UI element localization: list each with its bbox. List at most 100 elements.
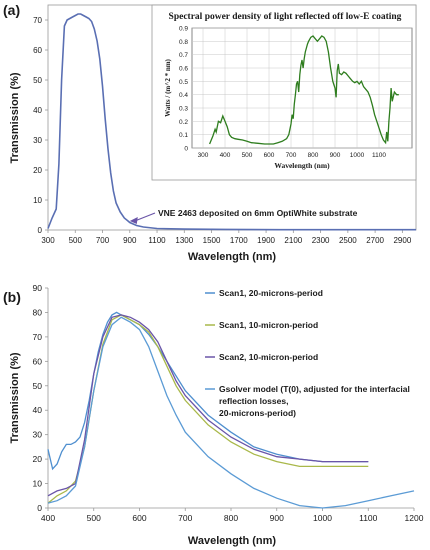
y-tick-label: 0.1 [179, 132, 188, 139]
x-tick-label: 1300 [175, 236, 193, 245]
legend-label: Scan1, 20-microns-period [219, 288, 323, 298]
panel-a-y-axis-label: Transmission (%) [9, 72, 21, 163]
x-tick-label: 1500 [203, 236, 221, 245]
y-tick-label: 0 [184, 146, 188, 153]
panel-b-label: (b) [3, 289, 21, 305]
y-tick-label: 0.7 [179, 52, 188, 59]
inset-spectral-power-line [208, 35, 399, 145]
x-tick-label: 400 [220, 152, 231, 159]
panel-a-transmission-line [47, 13, 416, 231]
panel-a-label: (a) [3, 2, 20, 18]
y-tick-label: 70 [33, 16, 42, 25]
legend-label-line-1: Gsolver model (T(0), adjusted for the in… [219, 384, 410, 394]
panel-b-x-ticks: 400 500 600 700 800 900 1000 1100 1200 [41, 508, 424, 523]
legend-label-line-3: 20-microns-period) [219, 408, 296, 418]
x-tick-label: 500 [69, 236, 83, 245]
x-tick-label: 500 [242, 152, 253, 159]
x-tick-label: 2500 [339, 236, 357, 245]
panel-b-legend: Scan1, 20-microns-period Scan1, 10-micro… [205, 288, 412, 418]
panel-a-x-ticks: 300 500 700 900 1100 1300 1500 1700 1900 2100 2300… [41, 230, 412, 245]
legend-label: Scan2, 10-micron-period [219, 352, 318, 362]
panel-a-annotation-arrowhead [129, 217, 138, 224]
inset-y-ticks: 0 0.1 0.2 0.3 0.4 0.5 0.6 0.7 0.8 0.9 [179, 26, 188, 153]
y-tick-label: 40 [33, 405, 43, 415]
y-tick-label: 90 [33, 283, 43, 293]
x-tick-label: 1200 [405, 513, 424, 523]
panel-b-x-axis-label: Wavelength (nm) [188, 535, 277, 547]
y-tick-label: 0.2 [179, 119, 188, 126]
x-tick-label: 1100 [359, 513, 378, 523]
panel-a-annotation: VNE 2463 deposited on 6mm OptiWhite subs… [158, 208, 358, 218]
y-tick-label: 60 [33, 46, 42, 55]
x-tick-label: 400 [41, 513, 55, 523]
y-tick-label: 0.9 [179, 26, 188, 33]
y-tick-label: 10 [33, 196, 42, 205]
y-tick-label: 20 [33, 166, 42, 175]
x-tick-label: 1000 [350, 152, 365, 159]
x-tick-label: 2100 [284, 236, 302, 245]
x-tick-label: 1900 [257, 236, 275, 245]
legend-label-line-2: reflection losses, [219, 396, 288, 406]
x-tick-label: 800 [308, 152, 319, 159]
panel-a-annotation-arrow [134, 212, 156, 222]
x-tick-label: 900 [123, 236, 137, 245]
y-tick-label: 40 [33, 106, 42, 115]
x-tick-label: 1000 [313, 513, 332, 523]
x-tick-label: 900 [330, 152, 341, 159]
y-tick-label: 30 [33, 430, 43, 440]
legend-label: Gsolver model (T(0), adjusted for the in… [219, 384, 412, 418]
legend-item-scan2-10: Scan2, 10-micron-period [205, 352, 318, 362]
y-tick-label: 0.5 [179, 79, 188, 86]
inset-y-axis-label: Watts / (m^2 * nm) [164, 58, 172, 116]
y-tick-label: 50 [33, 381, 43, 391]
x-tick-label: 900 [270, 513, 284, 523]
x-tick-label: 700 [96, 236, 110, 245]
x-tick-label: 300 [198, 152, 209, 159]
y-tick-label: 70 [33, 332, 43, 342]
y-tick-label: 50 [33, 76, 42, 85]
y-tick-label: 20 [33, 454, 43, 464]
x-tick-label: 600 [132, 513, 146, 523]
y-tick-label: 0.3 [179, 106, 188, 113]
legend-item-gsolver: Gsolver model (T(0), adjusted for the in… [205, 384, 412, 418]
panel-b-y-ticks: 0 10 20 30 40 50 60 70 80 90 [33, 283, 48, 513]
legend-label: Scan1, 10-micron-period [219, 320, 318, 330]
x-tick-label: 700 [178, 513, 192, 523]
y-tick-label: 0.4 [179, 92, 188, 99]
y-tick-label: 10 [33, 479, 43, 489]
legend-item-scan1-10: Scan1, 10-micron-period [205, 320, 318, 330]
x-tick-label: 700 [286, 152, 297, 159]
inset-title: Spectral power density of light reflecte… [169, 12, 402, 22]
legend-item-scan1-20: Scan1, 20-microns-period [205, 288, 323, 298]
y-tick-label: 0.8 [179, 39, 188, 46]
scan1-10-line [47, 314, 369, 504]
y-tick-label: 30 [33, 136, 42, 145]
y-tick-label: 0.6 [179, 66, 188, 73]
x-tick-label: 800 [224, 513, 238, 523]
x-tick-label: 1700 [230, 236, 248, 245]
scan2-10-line [47, 314, 369, 497]
panel-a-inset: Spectral power density of light reflecte… [151, 4, 417, 181]
y-tick-label: 60 [33, 356, 43, 366]
y-tick-label: 80 [33, 307, 43, 317]
x-tick-label: 2700 [366, 236, 384, 245]
x-tick-label: 500 [87, 513, 101, 523]
y-tick-label: 0 [37, 503, 42, 513]
panel-a-x-axis-label: Wavelength (nm) [188, 251, 277, 263]
inset-grid [192, 27, 412, 149]
inset-x-axis-label: Wavelength (nm) [274, 161, 330, 170]
panel-b-series-lines [47, 311, 415, 509]
x-tick-label: 300 [41, 236, 55, 245]
y-tick-label: 0 [38, 226, 43, 235]
panel-a: (a) 0 10 20 30 40 50 60 70 300 500 700 900 1100 1300… [3, 2, 417, 263]
panel-b-y-axis-label: Transmission (%) [9, 352, 21, 443]
x-tick-label: 600 [264, 152, 275, 159]
panel-a-y-ticks: 0 10 20 30 40 50 60 70 [33, 16, 48, 235]
x-tick-label: 1100 [148, 236, 166, 245]
x-tick-label: 2300 [312, 236, 330, 245]
x-tick-label: 2900 [393, 236, 411, 245]
gsolver-model-line [47, 316, 415, 509]
inset-x-ticks: 300 400 500 600 700 800 900 1000 1100 [198, 152, 387, 159]
panel-b: (b) 0 10 20 30 40 50 60 70 80 90 400 500 600 700 800 9… [3, 283, 424, 547]
